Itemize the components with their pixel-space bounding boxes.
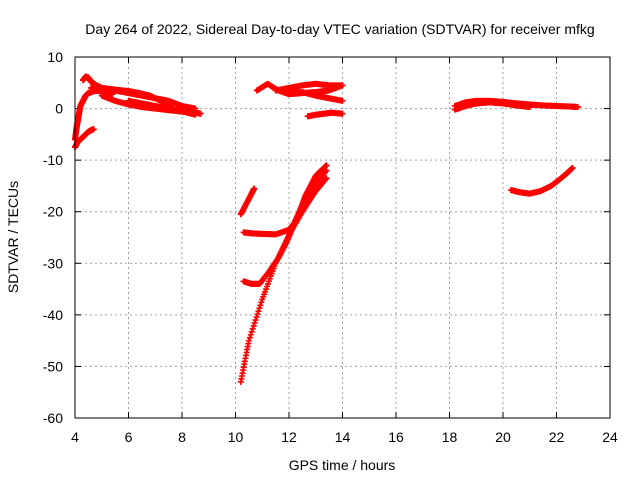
data-point: [253, 314, 260, 321]
data-point: [251, 185, 258, 192]
data-point: [256, 305, 263, 312]
series-8: [240, 162, 330, 238]
y-tick-label: 10: [47, 49, 63, 65]
y-axis-label: SDTVAR / TECUs: [5, 181, 21, 293]
data-point: [255, 308, 262, 315]
data-point: [574, 104, 581, 111]
y-tick-label: -30: [43, 255, 63, 271]
x-tick-label: 14: [335, 429, 351, 445]
x-tick-label: 12: [281, 429, 297, 445]
x-tick-label: 6: [125, 429, 133, 445]
data-point: [250, 322, 257, 329]
series-5: [125, 97, 199, 118]
x-tick-label: 10: [228, 429, 244, 445]
data-point: [339, 97, 346, 104]
y-tick-label: -60: [43, 410, 63, 426]
series-9: [240, 167, 330, 287]
series-12: [286, 89, 346, 104]
x-tick-label: 20: [495, 429, 511, 445]
y-tick-label: -10: [43, 152, 63, 168]
data-point: [192, 111, 199, 118]
series-16: [508, 164, 576, 197]
x-tick-label: 24: [602, 429, 618, 445]
x-axis-label: GPS time / hours: [289, 457, 396, 473]
plot-frame: [74, 56, 611, 419]
data-point: [251, 319, 258, 326]
y-tick-label: -20: [43, 204, 63, 220]
data-point: [258, 299, 265, 306]
y-tick-label: 0: [55, 101, 63, 117]
data-points: [72, 73, 581, 385]
series-11: [272, 80, 346, 94]
x-tick-label: 8: [178, 429, 186, 445]
data-point: [254, 311, 261, 318]
data-point: [245, 337, 252, 344]
data-point: [339, 82, 346, 89]
y-tick-label: -50: [43, 358, 63, 374]
data-point: [247, 331, 254, 338]
series-15: [451, 99, 533, 113]
data-point: [323, 162, 330, 169]
y-tick-label: -40: [43, 307, 63, 323]
series-6: [237, 185, 258, 218]
x-tick-label: 4: [71, 429, 79, 445]
data-point: [90, 126, 97, 133]
data-point: [339, 110, 346, 117]
data-point: [252, 317, 259, 324]
series-0: [72, 126, 97, 151]
x-tick-label: 18: [442, 429, 458, 445]
x-tick-label: 16: [388, 429, 404, 445]
data-point: [526, 104, 533, 111]
series-13: [304, 109, 346, 120]
data-point: [197, 110, 204, 117]
data-point: [569, 164, 576, 171]
x-tick-label: 22: [549, 429, 565, 445]
data-point: [246, 334, 253, 341]
data-point: [323, 175, 330, 182]
series-7: [237, 175, 330, 385]
data-point: [249, 325, 256, 332]
chart-title: Day 264 of 2022, Sidereal Day-to-day VTE…: [85, 21, 594, 37]
data-point: [257, 302, 264, 309]
data-point: [323, 167, 330, 174]
data-point: [248, 328, 255, 335]
